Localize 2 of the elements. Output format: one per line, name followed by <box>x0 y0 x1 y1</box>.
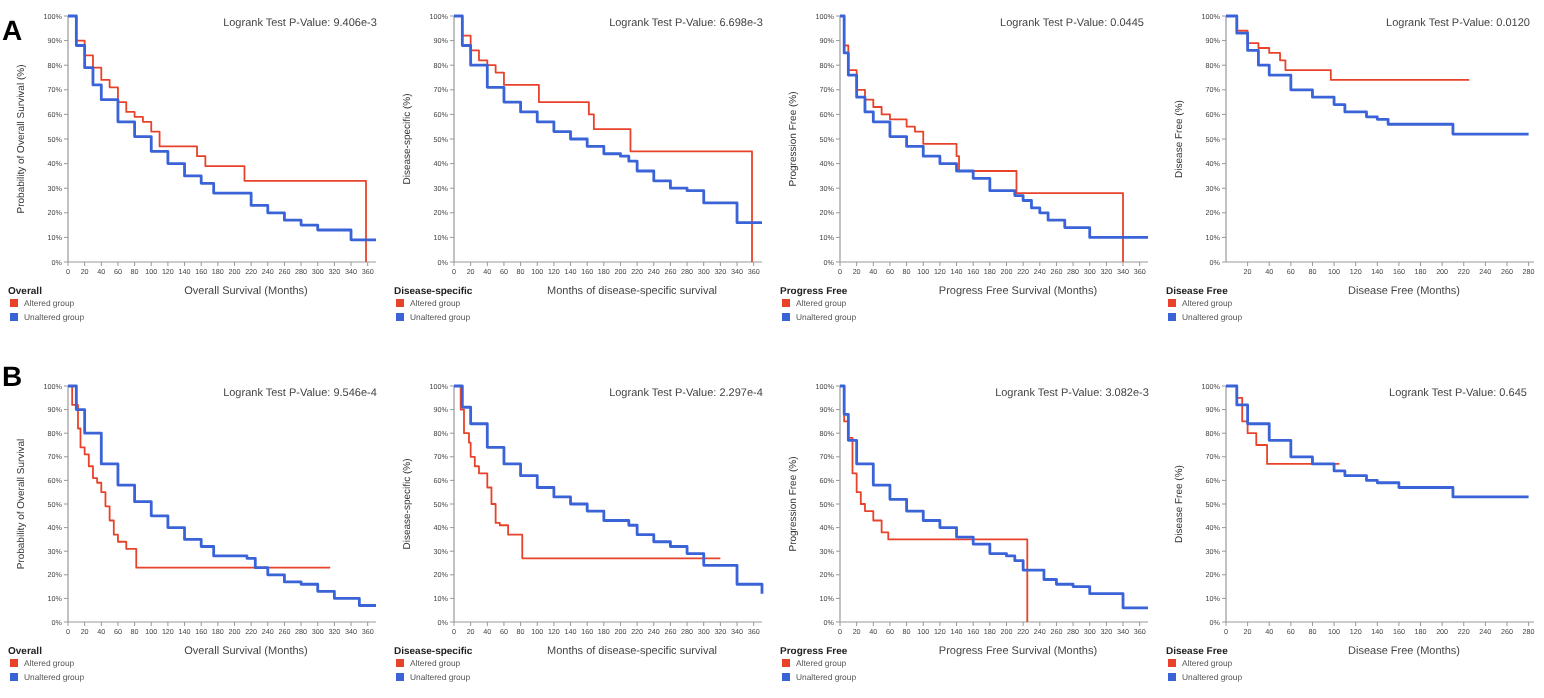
text: B <box>2 360 23 392</box>
text: A <box>2 14 23 46</box>
